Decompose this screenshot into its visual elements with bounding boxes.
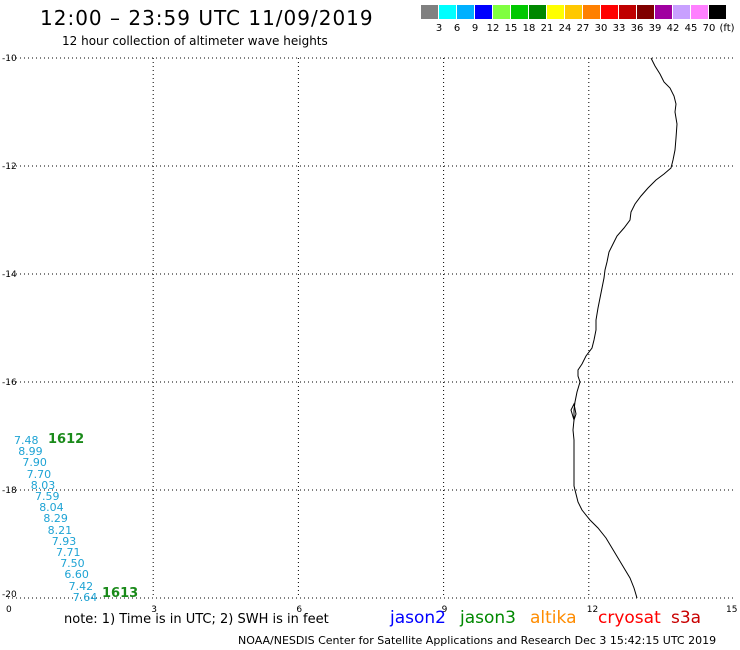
lon-tick-label: 6 (296, 605, 302, 615)
scale-swatch (421, 5, 438, 19)
scale-swatch (457, 5, 474, 19)
scale-swatch (439, 5, 456, 19)
pass-label-start: 1612 (48, 432, 85, 447)
scale-label: 30 (594, 23, 608, 34)
scale-label: 9 (471, 23, 479, 34)
wave-height-label: 8.99 (18, 445, 43, 459)
satellite-label-altika: altika (530, 608, 577, 628)
pass-label-end: 1613 (102, 586, 139, 601)
scale-label: 18 (522, 23, 536, 34)
wave-height-label: 7.48 (14, 434, 39, 447)
scale-swatch (493, 5, 510, 19)
scale-swatch (547, 5, 564, 19)
wave-height-label: 8.21 (47, 523, 73, 537)
page-title: 12:00 – 23:59 UTC 11/09/2019 (40, 6, 374, 30)
lat-tick-label: -20 (2, 590, 17, 600)
scale-label: 33 (612, 23, 626, 34)
wave-height-label: 7.70 (26, 467, 52, 481)
lat-tick-label: -18 (2, 486, 17, 496)
scale-label: 70 (702, 23, 716, 34)
scale-label: (ft) (719, 23, 735, 34)
scale-swatch (511, 5, 528, 19)
scale-label: 3 (435, 23, 443, 34)
lon-tick-label: 9 (442, 605, 448, 615)
wave-height-label: 7.71 (56, 546, 81, 559)
wave-height-label: 7.42 (68, 579, 94, 593)
scale-swatch (601, 5, 618, 19)
scale-swatch (637, 5, 654, 19)
lon-tick-label: 0 (6, 605, 12, 615)
scale-swatch (709, 5, 726, 19)
lon-tick-label: 12 (587, 605, 598, 615)
satellite-label-jason3: jason3 (460, 608, 516, 628)
coastline (572, 57, 678, 599)
wave-height-label: 7.93 (51, 534, 77, 548)
scale-label: 36 (630, 23, 644, 34)
scale-swatch (583, 5, 600, 19)
page-subtitle: 12 hour collection of altimeter wave hei… (62, 34, 328, 48)
scale-label: 42 (666, 23, 680, 34)
footer-note: note: 1) Time is in UTC; 2) SWH is in fe… (64, 612, 329, 627)
scale-swatch (475, 5, 492, 19)
scale-label: 21 (540, 23, 554, 34)
scale-swatch (673, 5, 690, 19)
scale-swatch (691, 5, 708, 19)
lat-tick-label: -12 (2, 162, 17, 172)
island-outline (570, 402, 577, 422)
wave-height-label: 8.03 (30, 478, 56, 492)
lat-tick-label: -16 (2, 378, 17, 388)
lat-tick-label: -14 (2, 270, 17, 280)
scale-swatch (655, 5, 672, 19)
scale-label: 24 (558, 23, 572, 34)
lat-tick-label: -10 (2, 54, 17, 64)
lon-tick-label: 3 (151, 605, 157, 615)
scale-swatch (529, 5, 546, 19)
credit-line: NOAA/NESDIS Center for Satellite Applica… (238, 634, 717, 647)
scale-label: 12 (486, 23, 500, 34)
scale-swatch (619, 5, 636, 19)
wave-height-label: 7.59 (35, 490, 60, 503)
scale-label: 15 (504, 23, 518, 34)
wave-height-label: 7.50 (60, 557, 85, 571)
scale-label: 6 (453, 23, 461, 34)
wave-height-label: 8.29 (43, 512, 68, 526)
satellite-label-jason2: jason2 (390, 608, 446, 628)
satellite-label-s3a: s3a (671, 608, 702, 628)
scale-label: 45 (684, 23, 698, 34)
wave-height-label: 7.64 (72, 590, 98, 604)
wave-height-label: 6.60 (64, 568, 89, 582)
scale-label: 27 (576, 23, 590, 34)
scale-label: 39 (648, 23, 662, 34)
scale-swatch (565, 5, 582, 19)
map-frame (9, 59, 734, 598)
wave-height-label: 8.04 (39, 501, 64, 515)
wave-height-label: 7.90 (22, 456, 47, 470)
wave-height-map: -10 -12 -14 -16 -18 -20 0 3 6 9 12 15 (2, 54, 737, 615)
satellite-label-cryosat: cryosat (598, 608, 661, 628)
lon-tick-label: 15 (726, 605, 737, 615)
